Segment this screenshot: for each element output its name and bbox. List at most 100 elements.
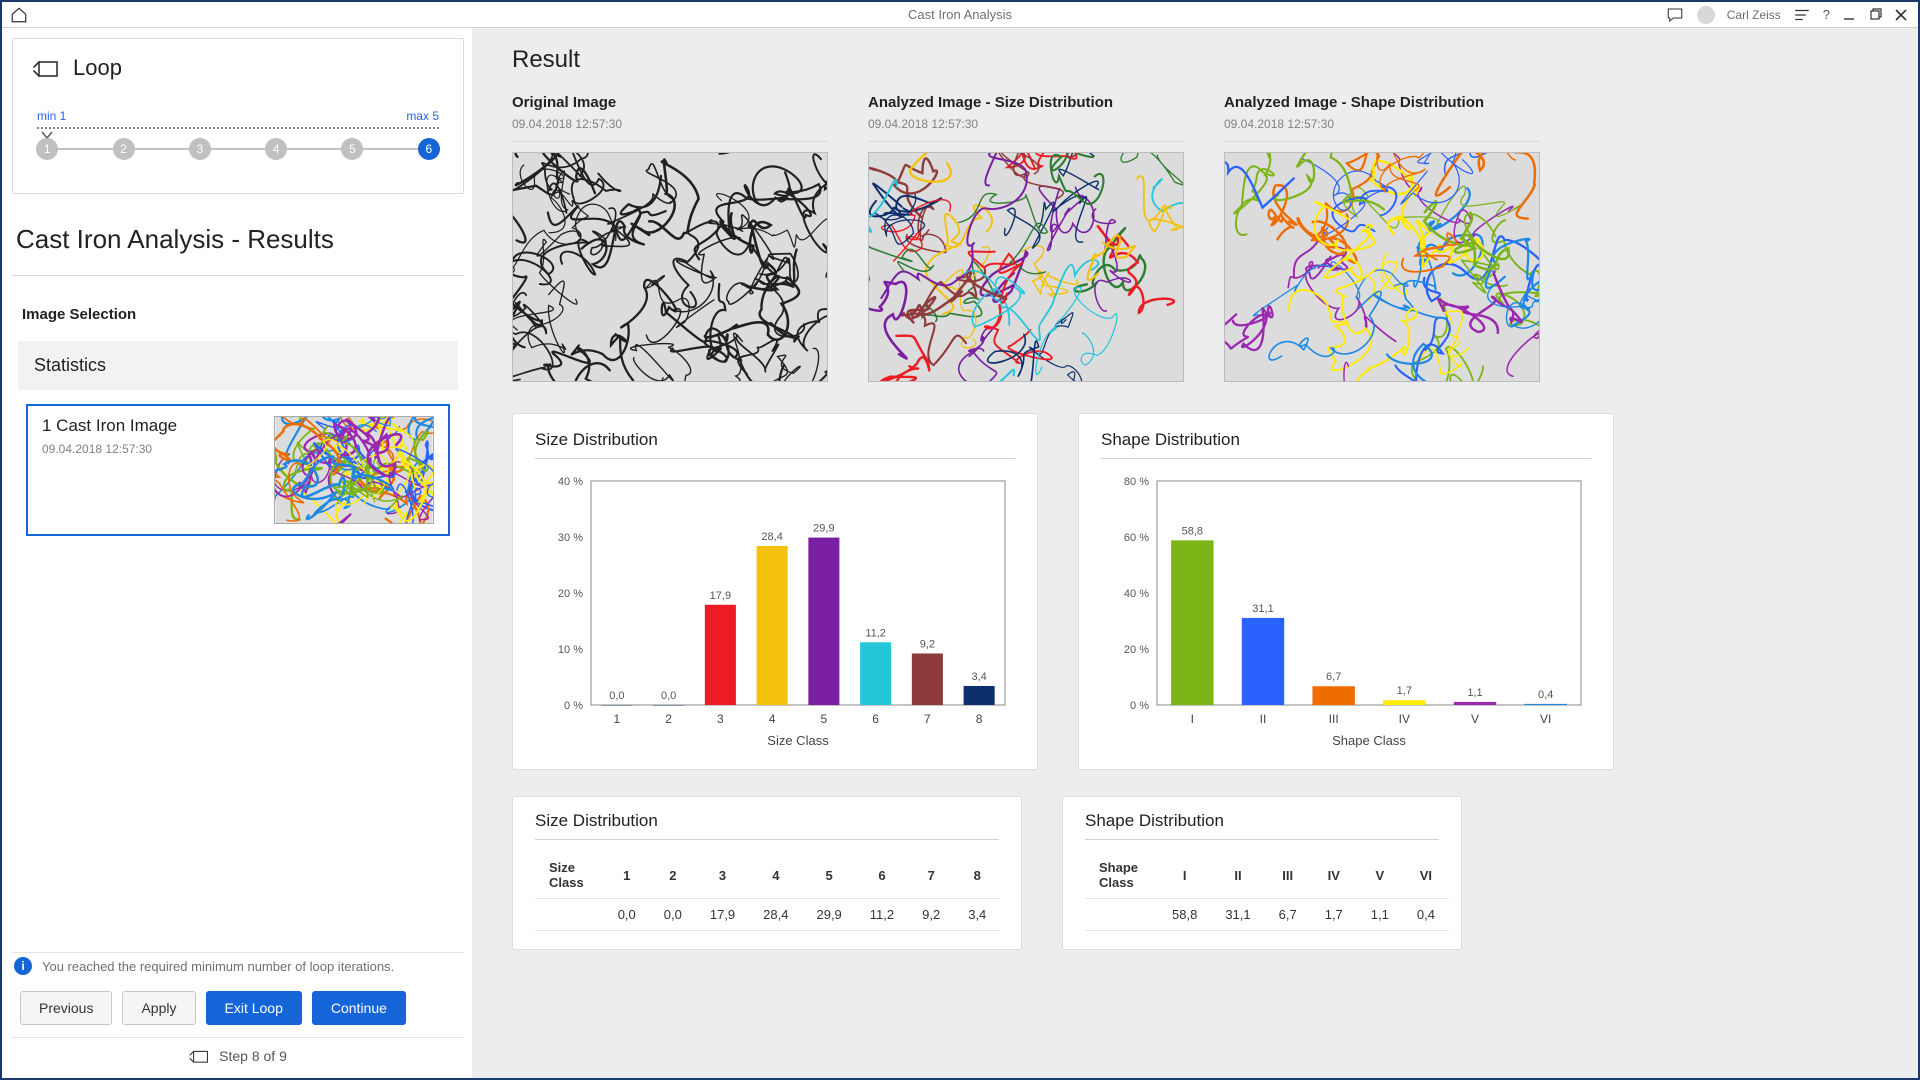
shape-table-title: Shape Distribution	[1085, 811, 1439, 840]
svg-text:40 %: 40 %	[558, 476, 583, 488]
svg-text:30 %: 30 %	[558, 532, 583, 544]
loop-icon	[189, 1048, 209, 1064]
size-image-stamp: 09.04.2018 12:57:30	[868, 117, 1184, 142]
original-image-label: Original Image	[512, 94, 828, 111]
shape-image-label: Analyzed Image - Shape Distribution	[1224, 94, 1540, 111]
svg-text:II: II	[1260, 712, 1267, 726]
exit-loop-button[interactable]: Exit Loop	[206, 991, 302, 1025]
loop-step-5[interactable]: 5	[341, 138, 363, 160]
app-title: Cast Iron Analysis	[908, 7, 1012, 22]
original-image-tile: Original Image 09.04.2018 12:57:30	[512, 94, 828, 387]
svg-text:1,1: 1,1	[1467, 687, 1482, 699]
svg-text:0,4: 0,4	[1538, 689, 1553, 701]
image-card-stamp: 09.04.2018 12:57:30	[42, 442, 264, 456]
svg-text:1,7: 1,7	[1397, 685, 1412, 697]
loop-step-6[interactable]: 6	[418, 138, 440, 160]
image-card-name: 1 Cast Iron Image	[42, 416, 264, 436]
svg-text:3: 3	[717, 712, 724, 726]
loop-step-1[interactable]: 1	[36, 138, 58, 160]
shape-table-card: Shape Distribution Shape ClassIIIIIIIVVV…	[1062, 796, 1462, 950]
svg-text:80 %: 80 %	[1124, 476, 1149, 488]
menu-icon[interactable]	[1793, 6, 1811, 24]
svg-text:6,7: 6,7	[1326, 671, 1341, 683]
image-card[interactable]: 1 Cast Iron Image 09.04.2018 12:57:30	[26, 404, 450, 536]
statistics-label[interactable]: Statistics	[18, 341, 458, 390]
home-icon[interactable]	[2, 6, 36, 24]
loop-step-2[interactable]: 2	[113, 138, 135, 160]
loop-step-track: 1 2 3 4 5 6	[35, 135, 441, 163]
svg-text:7: 7	[924, 712, 931, 726]
size-image	[868, 152, 1184, 382]
image-card-thumb	[274, 416, 434, 524]
svg-text:V: V	[1471, 712, 1479, 726]
svg-text:0 %: 0 %	[564, 700, 583, 712]
svg-text:20 %: 20 %	[1124, 644, 1149, 656]
size-chart-title: Size Distribution	[535, 430, 1015, 459]
minimize-icon[interactable]	[1842, 8, 1856, 22]
svg-text:4: 4	[769, 712, 776, 726]
loop-max-label: max 5	[406, 109, 439, 123]
loop-label: Loop	[73, 55, 122, 81]
svg-text:1: 1	[614, 712, 621, 726]
svg-text:2: 2	[665, 712, 672, 726]
shape-chart-title: Shape Distribution	[1101, 430, 1591, 459]
shape-table: Shape ClassIIIIIIIVVVI58,831,16,71,71,10…	[1085, 852, 1449, 931]
shape-image	[1224, 152, 1540, 382]
svg-text:5: 5	[821, 712, 828, 726]
svg-text:31,1: 31,1	[1252, 603, 1273, 615]
svg-text:11,2: 11,2	[865, 627, 886, 639]
sidebar: Loop min 1 max 5 123456 Cast Iron Analys…	[2, 28, 472, 1078]
svg-text:0 %: 0 %	[1130, 700, 1149, 712]
svg-text:58,8: 58,8	[1182, 525, 1203, 537]
svg-text:6: 6	[872, 712, 879, 726]
original-image	[512, 152, 828, 382]
svg-text:Shape Class: Shape Class	[1332, 733, 1406, 748]
size-image-tile: Analyzed Image - Size Distribution 09.04…	[868, 94, 1184, 387]
apply-button[interactable]: Apply	[122, 991, 195, 1025]
svg-text:I: I	[1191, 712, 1194, 726]
avatar[interactable]	[1697, 6, 1715, 24]
size-image-label: Analyzed Image - Size Distribution	[868, 94, 1184, 111]
svg-text:40 %: 40 %	[1124, 588, 1149, 600]
size-table-title: Size Distribution	[535, 811, 999, 840]
loop-step-4[interactable]: 4	[265, 138, 287, 160]
svg-text:29,9: 29,9	[813, 523, 834, 535]
continue-button[interactable]: Continue	[312, 991, 406, 1025]
loop-min-label: min 1	[37, 109, 66, 123]
info-icon: i	[14, 957, 32, 975]
size-chart-card: Size Distribution 0 % 10 % 20 % 30 % 40 % 0,0…	[512, 413, 1038, 770]
svg-text:III: III	[1329, 712, 1339, 726]
info-row: i You reached the required minimum numbe…	[12, 952, 464, 979]
chat-icon[interactable]	[1665, 6, 1685, 24]
size-table: Size Class123456780,00,017,928,429,911,2…	[535, 852, 1000, 931]
svg-text:Size Class: Size Class	[767, 733, 829, 748]
original-image-stamp: 09.04.2018 12:57:30	[512, 117, 828, 142]
shape-chart-card: Shape Distribution 0 %20 %40 %60 %80 %58…	[1078, 413, 1614, 770]
titlebar: Cast Iron Analysis Carl Zeiss ?	[2, 2, 1918, 28]
step-indicator-label: Step 8 of 9	[219, 1048, 287, 1064]
size-chart: 0 %10 %20 %30 %40 %0,010,0217,9328,4429,…	[535, 471, 1015, 751]
loop-icon	[33, 58, 59, 78]
svg-text:IV: IV	[1399, 712, 1410, 726]
help-icon[interactable]: ?	[1823, 7, 1830, 22]
svg-text:VI: VI	[1540, 712, 1551, 726]
info-message: You reached the required minimum number …	[42, 959, 394, 974]
size-table-card: Size Distribution Size Class123456780,00…	[512, 796, 1022, 950]
shape-image-tile: Analyzed Image - Shape Distribution 09.0…	[1224, 94, 1540, 387]
loop-step-3[interactable]: 3	[189, 138, 211, 160]
shape-image-stamp: 09.04.2018 12:57:30	[1224, 117, 1540, 142]
svg-text:0,0: 0,0	[609, 690, 624, 702]
previous-button[interactable]: Previous	[20, 991, 112, 1025]
svg-text:17,9: 17,9	[710, 590, 731, 602]
user-name: Carl Zeiss	[1727, 8, 1781, 22]
image-selection-title: Image Selection	[12, 306, 464, 341]
close-icon[interactable]	[1894, 8, 1908, 22]
svg-text:20 %: 20 %	[558, 588, 583, 600]
restore-icon[interactable]	[1868, 8, 1882, 22]
svg-text:0,0: 0,0	[661, 690, 676, 702]
svg-text:10 %: 10 %	[558, 644, 583, 656]
step-indicator: Step 8 of 9	[12, 1037, 464, 1070]
main: Result Original Image 09.04.2018 12:57:3…	[472, 28, 1918, 1078]
shape-chart: 0 %20 %40 %60 %80 %58,8I31,1II6,7III1,7I…	[1101, 471, 1591, 751]
svg-text:9,2: 9,2	[920, 638, 935, 650]
